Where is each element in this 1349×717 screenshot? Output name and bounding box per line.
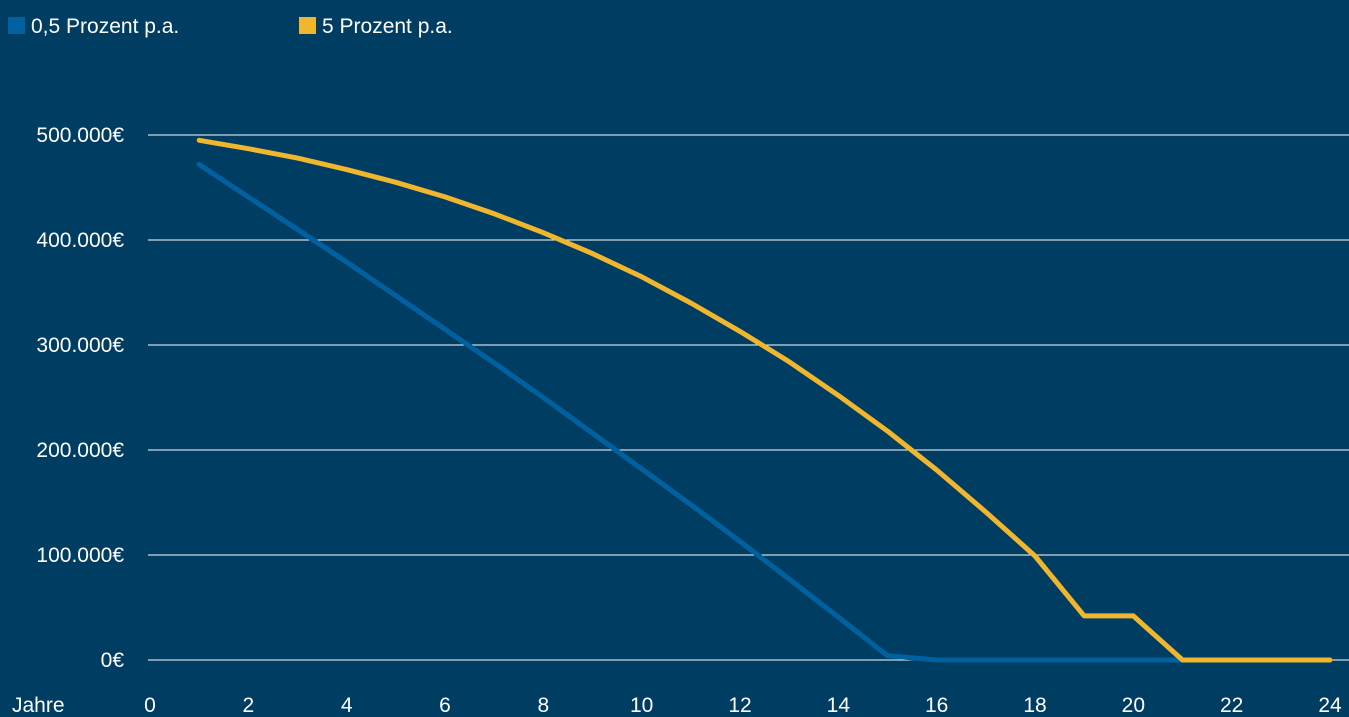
x-tick-label: 6: [439, 694, 451, 717]
x-axis-unit-label: Jahre: [12, 694, 65, 717]
x-tick-label: 8: [537, 694, 549, 717]
y-tick-label: 300.000€: [36, 334, 124, 357]
y-tick-label: 200.000€: [36, 439, 124, 462]
legend-swatch-series-1: [8, 17, 25, 34]
x-tick-label: 4: [341, 694, 353, 717]
series-line-2: [196, 137, 1333, 663]
x-tick-label: 12: [728, 694, 751, 717]
x-tick-label: 20: [1122, 694, 1145, 717]
x-tick-label: 14: [827, 694, 851, 717]
x-tick-label: 2: [242, 694, 254, 717]
x-tick-label: 10: [630, 694, 653, 717]
series-lines: [196, 137, 1333, 663]
y-tick-label: 0€: [101, 649, 125, 672]
x-tick-label: 22: [1220, 694, 1243, 717]
x-tick-label: 18: [1023, 694, 1046, 717]
x-tick-label: 16: [925, 694, 948, 717]
legend: 0,5 Prozent p.a. 5 Prozent p.a.: [8, 15, 453, 38]
legend-label-series-1: 0,5 Prozent p.a.: [31, 15, 179, 38]
y-axis-labels: 0€ 100.000€ 200.000€ 300.000€ 400.000€ 500.00…: [36, 124, 124, 672]
y-tick-label: 100.000€: [36, 544, 124, 567]
legend-swatch-series-2: [299, 17, 316, 34]
x-tick-label: 24: [1318, 694, 1342, 717]
gridlines: [148, 134, 1349, 661]
series-line-1: [196, 161, 1333, 663]
x-axis-labels: Jahre 0 2 4 6 8 10 12 14 16 18 20 22 24: [12, 694, 1342, 717]
y-tick-label: 400.000€: [36, 229, 124, 252]
x-tick-label: 0: [144, 694, 156, 717]
legend-label-series-2: 5 Prozent p.a.: [322, 15, 453, 38]
y-tick-label: 500.000€: [36, 124, 124, 147]
